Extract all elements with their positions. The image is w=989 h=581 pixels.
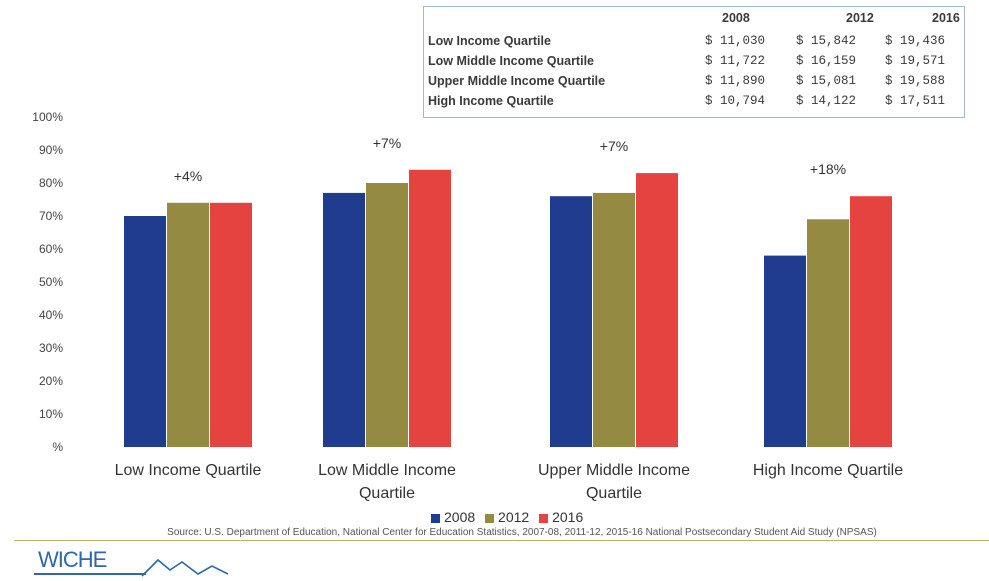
bar-2008 — [323, 192, 365, 447]
source-note: Source: U.S. Department of Education, Na… — [167, 527, 877, 538]
y-tick-label: 40% — [39, 308, 63, 322]
bar-2008 — [124, 216, 166, 447]
table-cell: $ 19,436 — [885, 34, 946, 48]
logo-underline — [34, 573, 146, 575]
x-category-label: Quartile — [586, 485, 642, 502]
y-tick-label: % — [52, 440, 63, 454]
table-cell: $ 15,081 — [796, 74, 857, 88]
bar-2012 — [807, 219, 849, 447]
y-tick-label: 20% — [39, 374, 63, 388]
table-row-label: Upper Middle Income Quartile — [428, 74, 606, 88]
x-category-label: Upper Middle Income — [538, 462, 690, 479]
bar-2016 — [409, 169, 451, 448]
change-annotation: +4% — [174, 168, 202, 184]
legend-swatch-2008 — [431, 513, 440, 523]
bar-2008 — [764, 255, 806, 447]
bar-2012 — [366, 183, 408, 447]
bar-2008 — [550, 196, 592, 447]
table-cell: $ 11,890 — [705, 74, 766, 88]
table-cell: $ 11,722 — [705, 54, 766, 68]
table-year-2008: 2008 — [722, 11, 750, 25]
y-tick-label: 80% — [39, 176, 63, 190]
table-cell: $ 10,794 — [705, 94, 766, 108]
table-row-label: Low Middle Income Quartile — [428, 54, 594, 68]
legend-label-2012: 2012 — [498, 509, 530, 525]
change-annotation: +18% — [810, 161, 846, 177]
bar-chart: 100% 90% 80% 70% 60% 50% 40% 30% 20% 10%% +4% Low I… — [32, 110, 903, 502]
change-annotation: +7% — [600, 138, 628, 154]
table-cell: $ 15,842 — [796, 34, 857, 48]
y-tick-label: 90% — [39, 143, 63, 157]
table-cell: $ 19,588 — [885, 74, 946, 88]
bar-2012 — [167, 202, 209, 447]
x-category-label: Low Middle Income — [318, 462, 456, 479]
x-category-label: High Income Quartile — [753, 462, 903, 479]
table-cell: $ 14,122 — [796, 94, 857, 108]
table-row-label: High Income Quartile — [428, 94, 554, 108]
y-tick-label: 100% — [32, 110, 63, 124]
wiche-logo: WICHE — [38, 547, 107, 572]
table-cell: $ 19,571 — [885, 54, 946, 68]
bar-2016 — [636, 173, 678, 447]
table-cell: $ 16,159 — [796, 54, 857, 68]
mountain-logo-icon — [141, 558, 229, 577]
legend-label-2016: 2016 — [552, 509, 584, 525]
table-cell: $ 17,511 — [885, 94, 946, 108]
table-row-label: Low Income Quartile — [428, 34, 551, 48]
x-category-label: Low Income Quartile — [115, 462, 262, 479]
y-tick-label: 60% — [39, 242, 63, 256]
table-cell: $ 11,030 — [705, 34, 766, 48]
bar-2016 — [850, 196, 892, 447]
legend-swatch-2012 — [485, 513, 495, 523]
y-tick-label: 30% — [39, 341, 63, 355]
y-tick-label: 50% — [39, 275, 63, 289]
y-tick-label: 70% — [39, 209, 63, 223]
chart-legend: 2008 2012 2016 — [425, 509, 583, 525]
bar-2012 — [593, 192, 635, 447]
table-year-2016: 2016 — [932, 11, 960, 25]
legend-label-2008: 2008 — [444, 509, 476, 525]
divider-line — [14, 540, 989, 541]
legend-swatch-2016 — [539, 513, 549, 523]
y-tick-label: 10% — [39, 407, 63, 421]
x-category-label: Quartile — [359, 485, 415, 502]
data-table-box — [423, 6, 965, 118]
bar-2016 — [210, 202, 252, 447]
change-annotation: +7% — [373, 135, 401, 151]
table-year-2012: 2012 — [846, 11, 874, 25]
